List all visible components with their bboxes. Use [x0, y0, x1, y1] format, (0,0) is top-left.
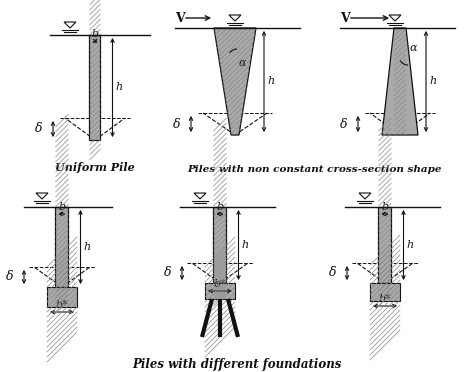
Bar — [55, 207, 69, 287]
Text: Piles with non constant cross-section shape: Piles with non constant cross-section sh… — [188, 165, 442, 174]
Text: b*: b* — [379, 294, 392, 304]
Text: δ: δ — [164, 266, 172, 279]
Text: α: α — [239, 58, 246, 68]
Bar — [90, 35, 100, 140]
Text: h: h — [83, 242, 91, 252]
Text: b*: b* — [214, 279, 227, 289]
Text: δ: δ — [340, 118, 347, 131]
Text: h: h — [267, 77, 274, 87]
Text: α: α — [410, 43, 418, 53]
Bar — [205, 283, 235, 299]
Text: h: h — [429, 77, 436, 87]
Text: b*: b* — [55, 300, 68, 310]
Text: δ: δ — [35, 122, 43, 135]
Polygon shape — [382, 28, 418, 135]
Bar — [379, 207, 392, 283]
Text: δ: δ — [6, 270, 13, 283]
Bar — [213, 207, 227, 283]
Text: Piles with different foundations: Piles with different foundations — [132, 358, 342, 371]
Text: V: V — [175, 12, 185, 25]
Text: b: b — [217, 202, 224, 212]
Text: b: b — [382, 202, 389, 212]
Text: h: h — [407, 240, 414, 250]
Text: Uniform Pile: Uniform Pile — [55, 162, 135, 173]
Text: h: h — [116, 83, 123, 93]
Bar — [47, 287, 77, 307]
Text: b: b — [58, 202, 65, 212]
Bar — [370, 283, 400, 301]
Text: V: V — [340, 12, 350, 25]
Text: b: b — [91, 29, 99, 39]
Polygon shape — [214, 28, 256, 135]
Text: h: h — [241, 240, 249, 250]
Text: δ: δ — [329, 266, 337, 279]
Text: δ: δ — [173, 118, 181, 131]
